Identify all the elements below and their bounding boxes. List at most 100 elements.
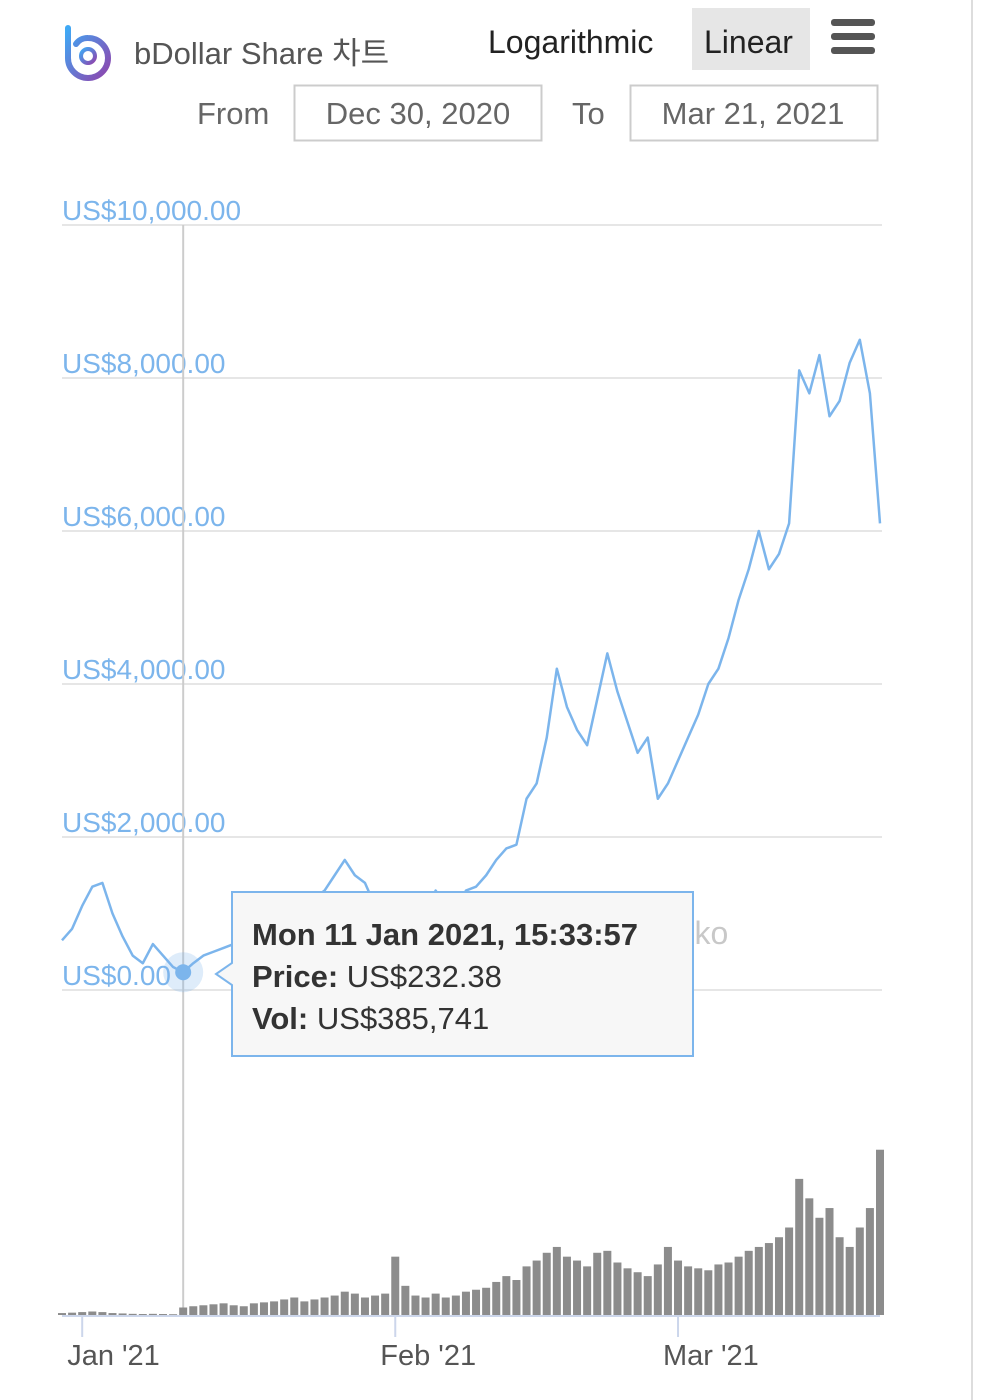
volume-bar <box>128 1313 137 1315</box>
scale-button[interactable]: Linear <box>704 24 793 60</box>
volume-bar <box>542 1252 551 1315</box>
tooltip-title: Mon 11 Jan 2021, 15:33:57 <box>252 917 638 952</box>
volume-bar <box>270 1301 279 1315</box>
volume-bar <box>764 1243 773 1315</box>
volume-bar <box>795 1178 804 1315</box>
volume-bar <box>694 1268 703 1315</box>
tooltip-label: Vol: <box>252 1001 308 1036</box>
volume-bar <box>421 1297 430 1315</box>
volume-bar <box>290 1297 299 1315</box>
volume-bar <box>391 1256 400 1315</box>
volume-bar <box>633 1272 642 1315</box>
volume-bar <box>280 1299 289 1315</box>
button-bg[interactable] <box>692 8 810 70</box>
volume-bar <box>148 1313 157 1315</box>
volume-bar <box>381 1293 390 1315</box>
volume-bar <box>300 1301 309 1315</box>
volume-bar <box>775 1237 784 1315</box>
volume-bar <box>259 1302 268 1315</box>
volume-bar <box>371 1295 380 1315</box>
volume-bar <box>754 1246 763 1315</box>
volume-bar <box>78 1312 87 1315</box>
volume-bar <box>502 1276 511 1315</box>
volume-bar <box>169 1314 178 1315</box>
volume-bar <box>593 1252 602 1315</box>
volume-bar <box>613 1262 622 1315</box>
volume-bar <box>350 1293 359 1315</box>
volume-bar <box>108 1313 117 1315</box>
y-tick-label: US$4,000.00 <box>62 654 225 685</box>
volume-bar <box>310 1299 319 1315</box>
volume-bar <box>623 1268 632 1315</box>
volume-bar <box>573 1260 582 1315</box>
volume-bar <box>451 1295 460 1315</box>
volume-bar <box>805 1198 814 1315</box>
volume-bar <box>330 1295 339 1315</box>
to-date[interactable]: Mar 21, 2021 <box>662 96 845 131</box>
volume-bar <box>58 1313 66 1315</box>
volume-bar <box>653 1264 662 1315</box>
chart-title: bDollar Share 차트 <box>134 36 389 71</box>
volume-bar <box>724 1262 733 1315</box>
volume-bar <box>179 1307 188 1315</box>
tooltip-row: Price: US$232.38 <box>252 959 502 994</box>
to-label: To <box>572 96 605 131</box>
volume-bar <box>482 1287 491 1315</box>
volume-bar <box>855 1227 864 1315</box>
volume-bar <box>552 1246 561 1315</box>
logo <box>65 25 111 81</box>
tooltip: Mon 11 Jan 2021, 15:33:57 Price: US$232.3… <box>214 891 694 1057</box>
volume-bar <box>219 1303 228 1315</box>
tooltip-row: Vol: US$385,741 <box>252 1001 489 1036</box>
volume-bar <box>360 1297 369 1315</box>
tooltip-label: Price: <box>252 959 338 994</box>
y-tick-label: US$8,000.00 <box>62 348 225 379</box>
volume-bar <box>411 1295 420 1315</box>
hover-point <box>175 964 192 981</box>
scale-button[interactable]: Logarithmic <box>488 24 653 60</box>
volume-bar <box>785 1227 794 1315</box>
volume-bar <box>88 1311 97 1315</box>
volume-bar <box>401 1285 410 1315</box>
volume-bar <box>340 1291 349 1315</box>
volume-bar <box>835 1237 844 1315</box>
volume-bar <box>158 1314 167 1315</box>
from-date[interactable]: Dec 30, 2020 <box>326 96 510 131</box>
volume-bar <box>684 1266 693 1315</box>
y-tick-label: US$2,000.00 <box>62 807 225 838</box>
volume-bar <box>249 1303 258 1315</box>
volume-bar <box>492 1281 501 1315</box>
volume-bar <box>522 1266 531 1315</box>
volume-bar <box>815 1217 824 1315</box>
volume-bar <box>189 1306 198 1315</box>
volume-bar <box>209 1304 218 1315</box>
volume-bar <box>472 1289 481 1315</box>
volume-bar <box>532 1260 541 1315</box>
volume-bar <box>663 1246 672 1315</box>
volume-bar <box>320 1297 329 1315</box>
tooltip-value: US$385,741 <box>317 1001 489 1036</box>
volume-bar <box>845 1246 854 1315</box>
volume-bar <box>643 1276 652 1315</box>
volume-bar <box>98 1312 107 1315</box>
date-input[interactable] <box>629 84 879 142</box>
volume-bar <box>431 1293 440 1315</box>
y-tick-label: US$0.00 <box>62 960 171 991</box>
menu-button[interactable] <box>831 19 875 54</box>
tooltip-value: US$232.38 <box>347 959 502 994</box>
y-tick-label: US$10,000.00 <box>62 195 241 226</box>
volume-bar <box>825 1208 834 1315</box>
date-input[interactable] <box>293 84 543 142</box>
volume-bar <box>239 1306 248 1315</box>
volume-bar <box>138 1314 147 1315</box>
volume-bar <box>704 1270 713 1315</box>
volume-bar <box>744 1250 753 1315</box>
volume-bar <box>865 1208 874 1315</box>
volume-bar <box>603 1250 612 1315</box>
volume-bar <box>674 1260 683 1315</box>
y-tick-label: US$6,000.00 <box>62 501 225 532</box>
volume-bar <box>583 1266 592 1315</box>
from-label: From <box>197 96 269 131</box>
